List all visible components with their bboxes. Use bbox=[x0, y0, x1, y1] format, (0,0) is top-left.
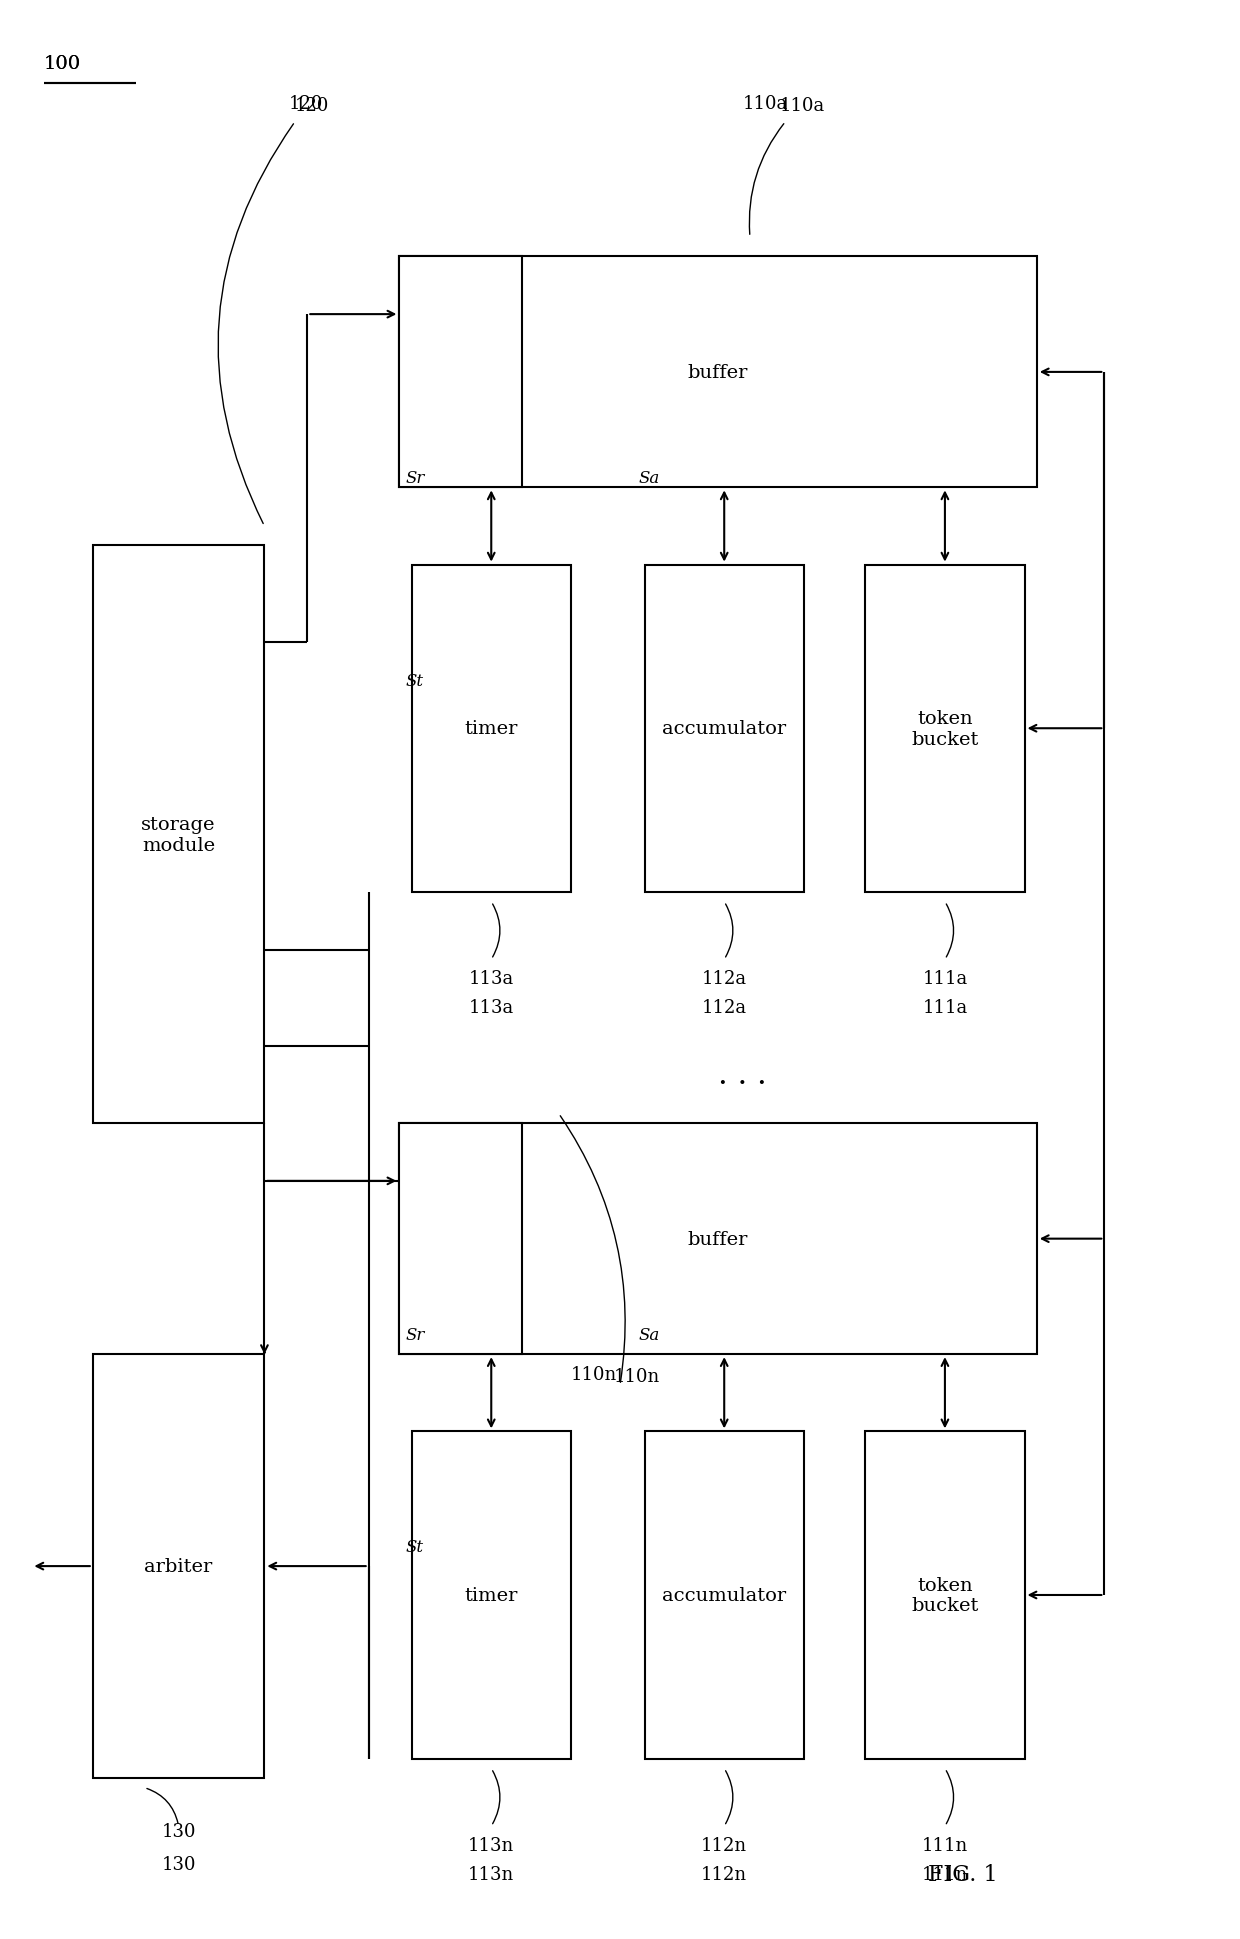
Bar bbox=[866, 1431, 1024, 1759]
Text: buffer: buffer bbox=[688, 1229, 748, 1249]
Text: 111a: 111a bbox=[923, 970, 967, 987]
Text: 120: 120 bbox=[295, 97, 330, 114]
Bar bbox=[412, 1431, 570, 1759]
Text: 100: 100 bbox=[43, 54, 81, 74]
Text: St: St bbox=[405, 673, 423, 688]
Text: 130: 130 bbox=[161, 1823, 196, 1840]
Text: accumulator: accumulator bbox=[662, 719, 786, 739]
Text: Sa: Sa bbox=[639, 1326, 660, 1344]
Text: 100: 100 bbox=[43, 54, 81, 74]
Text: . . .: . . . bbox=[718, 1061, 768, 1092]
Text: Sa: Sa bbox=[639, 469, 660, 487]
Text: Sr: Sr bbox=[405, 469, 425, 487]
Bar bbox=[399, 258, 1037, 489]
Text: St: St bbox=[405, 1538, 423, 1555]
Bar bbox=[645, 566, 804, 892]
Text: timer: timer bbox=[465, 1586, 518, 1604]
Text: 113n: 113n bbox=[469, 1836, 515, 1854]
Text: token
bucket: token bucket bbox=[911, 710, 978, 748]
Text: 120: 120 bbox=[289, 95, 324, 112]
Text: 111n: 111n bbox=[921, 1836, 968, 1854]
Text: 112n: 112n bbox=[701, 1865, 748, 1883]
Text: arbiter: arbiter bbox=[145, 1557, 213, 1574]
Bar bbox=[399, 1123, 1037, 1355]
Text: 111n: 111n bbox=[921, 1865, 968, 1883]
Bar bbox=[93, 1355, 264, 1778]
Text: storage
module: storage module bbox=[141, 816, 216, 855]
Bar bbox=[645, 1431, 804, 1759]
Text: accumulator: accumulator bbox=[662, 1586, 786, 1604]
Text: 113a: 113a bbox=[469, 970, 513, 987]
Bar bbox=[93, 547, 264, 1123]
Text: 112a: 112a bbox=[702, 999, 746, 1016]
Text: timer: timer bbox=[465, 719, 518, 739]
Text: 113n: 113n bbox=[469, 1865, 515, 1883]
Text: 110a: 110a bbox=[780, 97, 825, 114]
Bar bbox=[412, 566, 570, 892]
Text: token
bucket: token bucket bbox=[911, 1576, 978, 1615]
Bar bbox=[399, 1123, 522, 1355]
Text: 110a: 110a bbox=[743, 95, 787, 112]
Text: Sr: Sr bbox=[405, 1326, 425, 1344]
Text: 112a: 112a bbox=[702, 970, 746, 987]
Text: 110n: 110n bbox=[614, 1367, 660, 1384]
Bar bbox=[866, 566, 1024, 892]
Bar bbox=[399, 258, 522, 489]
Text: 112n: 112n bbox=[701, 1836, 748, 1854]
Text: 111a: 111a bbox=[923, 999, 967, 1016]
Text: 110n: 110n bbox=[570, 1365, 618, 1383]
Text: 130: 130 bbox=[161, 1856, 196, 1873]
Text: buffer: buffer bbox=[688, 365, 748, 382]
Text: FIG. 1: FIG. 1 bbox=[929, 1863, 998, 1885]
Text: 113a: 113a bbox=[469, 999, 513, 1016]
